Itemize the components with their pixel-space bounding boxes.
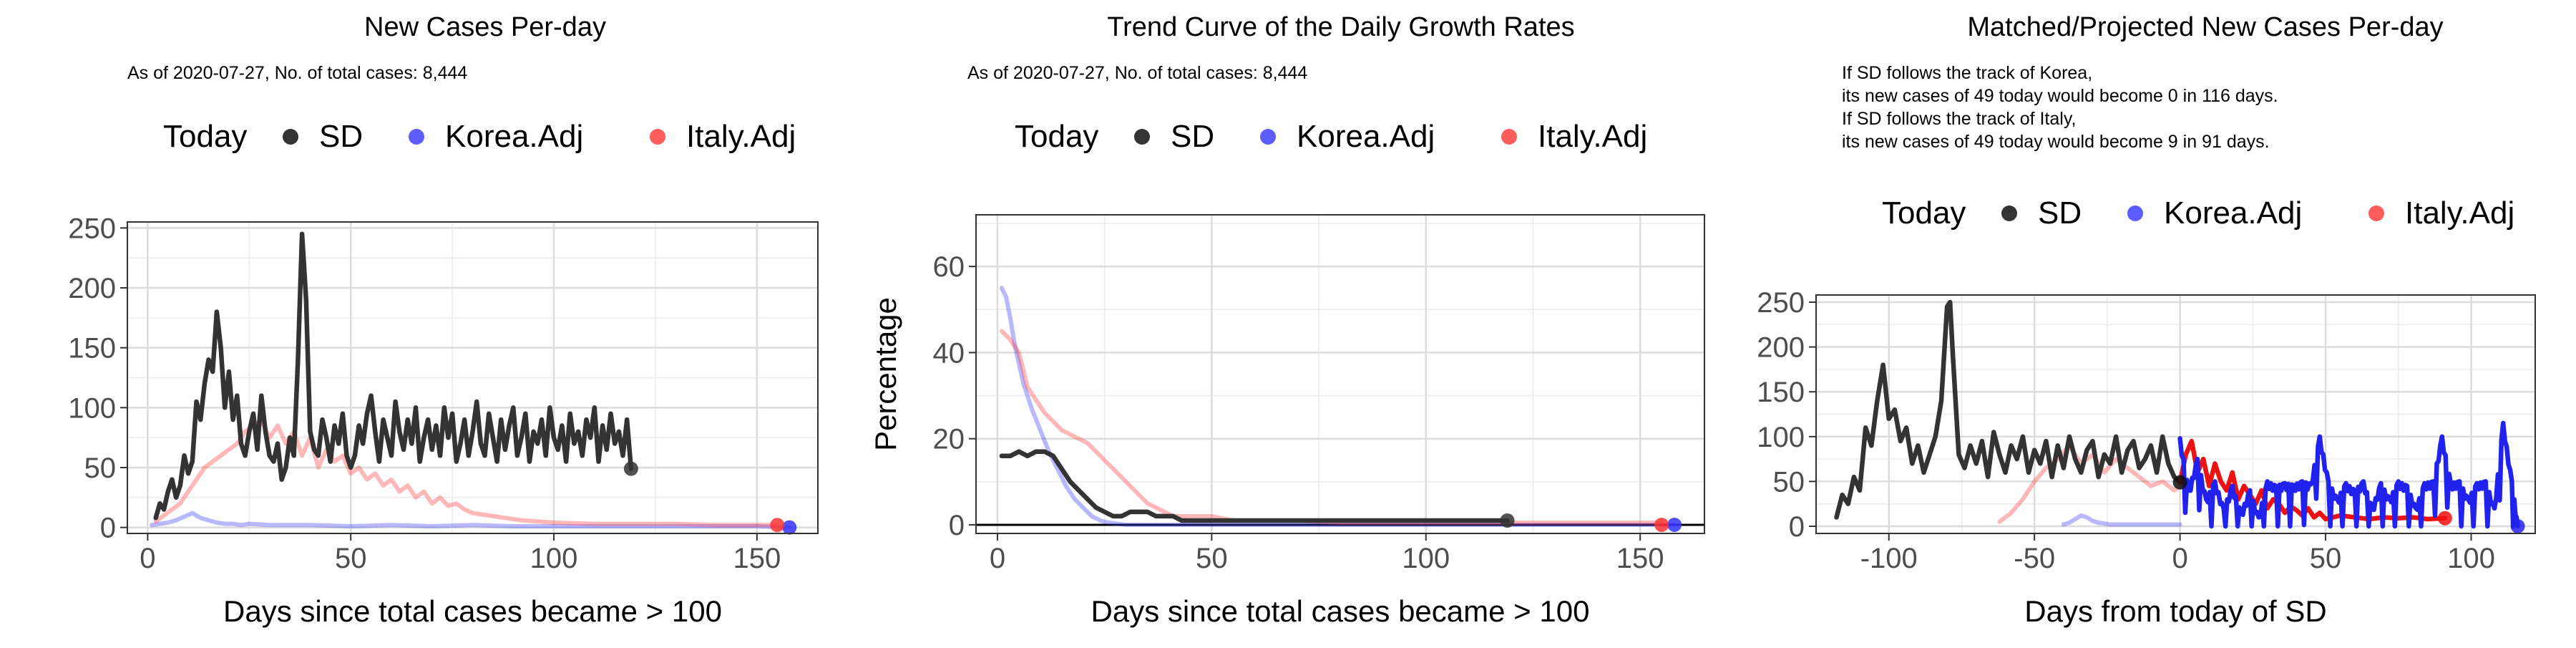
series-line-korea-adj-projected- [2177, 420, 2520, 529]
y-tick-label: 0 [1789, 511, 1805, 543]
x-tick-label: 100 [1402, 543, 1450, 574]
x-axis-title: Days since total cases became > 100 [223, 594, 722, 628]
legend-key [2368, 205, 2384, 221]
y-tick-label: 100 [68, 392, 116, 424]
today-point [1500, 513, 1515, 528]
axis-ticks: 0 50 100 150 0 50 100 150 200 250 [68, 213, 781, 574]
legend: Today SD Korea.Adj Italy.Adj [163, 119, 796, 154]
x-tick-label: 150 [1616, 543, 1664, 574]
y-tick-label: 150 [1757, 377, 1805, 408]
legend-label: Korea.Adj [445, 119, 583, 154]
today-point [2510, 518, 2525, 533]
x-tick-label: 50 [2310, 543, 2342, 574]
chart-title: Trend Curve of the Daily Growth Rates [1107, 12, 1574, 42]
legend-label: Korea.Adj [2164, 195, 2302, 231]
today-point [1667, 517, 1682, 532]
x-tick-label: 100 [530, 543, 578, 574]
chart-subtitle: its new cases of 49 today would become 0… [1842, 86, 2278, 106]
series-line-korea-adj-matched- [2061, 513, 2182, 527]
y-tick-label: 200 [1757, 332, 1805, 364]
series-line-sd [153, 231, 634, 521]
y-tick-label: 0 [100, 513, 116, 544]
today-point [1654, 517, 1669, 532]
legend-title: Today [1882, 195, 1966, 231]
y-tick-label: 150 [68, 333, 116, 364]
x-tick-label: 100 [2447, 543, 2495, 574]
plot-border [1815, 294, 2536, 534]
grid [127, 222, 818, 533]
chart-subtitle: As of 2020-07-27, No. of total cases: 8,… [967, 63, 1307, 83]
y-tick-label: 50 [84, 453, 117, 484]
legend-key [2127, 205, 2143, 221]
plot-border [975, 214, 1705, 534]
legend-label: Korea.Adj [1297, 119, 1435, 154]
today-point [770, 518, 785, 533]
x-tick-label: -50 [2014, 543, 2055, 574]
plot-border [127, 221, 819, 534]
series-group [999, 286, 1677, 527]
series-group [150, 231, 792, 530]
legend: Today SD Korea.Adj Italy.Adj [1015, 119, 1647, 154]
y-tick-label: 60 [933, 251, 965, 283]
series-line-sd [999, 449, 1510, 523]
today-point [2437, 511, 2452, 526]
chart-panel-1: New Cases Per-day As of 2020-07-27, No. o… [68, 12, 819, 628]
legend-key [1501, 129, 1517, 145]
series-line-sd [1834, 299, 2182, 520]
x-tick-label: 0 [140, 543, 155, 574]
x-axis-title: Days from today of SD [2024, 594, 2326, 628]
y-tick-label: 100 [1757, 422, 1805, 453]
today-point [2172, 475, 2187, 490]
series-line-korea-adj [999, 286, 1677, 527]
legend-label: Italy.Adj [686, 119, 796, 154]
chart-title: New Cases Per-day [364, 12, 606, 42]
chart-panel-3: Matched/Projected New Cases Per-day If SD… [1757, 12, 2536, 628]
chart-subtitle: its new cases of 49 today would become 9… [1842, 132, 2270, 152]
today-point [623, 461, 638, 476]
legend-title: Today [163, 119, 247, 154]
legend-title: Today [1015, 119, 1098, 154]
legend-key [409, 129, 424, 145]
legend-key [650, 129, 665, 145]
legend-label: SD [319, 119, 363, 154]
y-tick-label: 0 [949, 510, 965, 541]
x-tick-label: 50 [335, 543, 367, 574]
today-point [782, 520, 797, 535]
x-tick-label: 50 [1196, 543, 1228, 574]
legend-key [1260, 129, 1276, 145]
y-tick-label: 250 [68, 213, 116, 244]
legend-key [2001, 205, 2017, 221]
y-tick-label: 200 [68, 273, 116, 304]
series-line-italy-adj [153, 417, 780, 528]
chart-panel-2: Trend Curve of the Daily Growth Rates As … [869, 12, 1705, 628]
chart-subtitle: If SD follows the track of Korea, [1842, 63, 2092, 83]
legend-label: Italy.Adj [2405, 195, 2514, 231]
axis-ticks: -100 -50 0 50 100 0 50 100 150 200 250 [1757, 287, 2495, 574]
y-tick-label: 20 [933, 424, 965, 455]
x-tick-label: 150 [733, 543, 781, 574]
x-tick-label: 0 [990, 543, 1005, 574]
series-group [1834, 299, 2520, 529]
legend: Today SD Korea.Adj Italy.Adj [1882, 195, 2514, 231]
y-tick-label: 50 [1773, 466, 1805, 498]
plot-background [976, 215, 1704, 533]
chart-subtitle: As of 2020-07-27, No. of total cases: 8,… [127, 63, 467, 83]
legend-key [1134, 129, 1150, 145]
x-axis-title: Days since total cases became > 100 [1091, 594, 1590, 628]
legend-label: Italy.Adj [1538, 119, 1647, 154]
series-line-korea-adj [150, 511, 792, 530]
y-axis-title: Percentage [869, 297, 902, 451]
chart-title: Matched/Projected New Cases Per-day [1967, 12, 2443, 42]
y-tick-label: 40 [933, 337, 965, 369]
axis-ticks: 0 50 100 150 0 20 40 60 [933, 251, 1664, 574]
legend-label: SD [2038, 195, 2082, 231]
x-tick-label: 0 [2172, 543, 2187, 574]
x-tick-label: -100 [1860, 543, 1918, 574]
y-tick-label: 250 [1757, 287, 1805, 319]
legend-label: SD [1171, 119, 1214, 154]
legend-key [283, 129, 298, 145]
chart-subtitle: If SD follows the track of Italy, [1842, 109, 2076, 129]
